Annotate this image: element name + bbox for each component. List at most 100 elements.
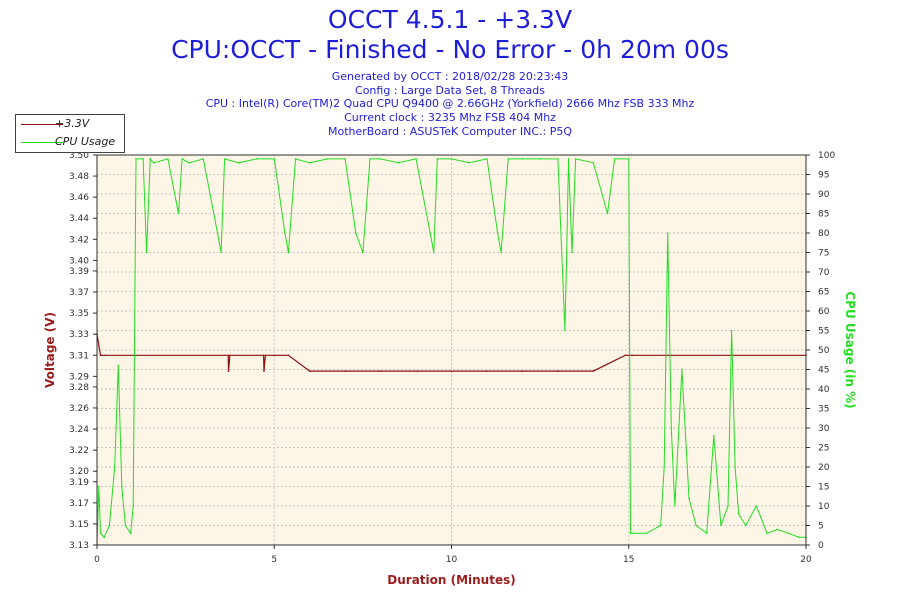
y-left-tick-label: 3.29 — [69, 372, 89, 382]
y-left-tick-label: 3.28 — [69, 383, 89, 393]
cpu-usage-point — [132, 505, 134, 507]
voltage-point — [103, 354, 105, 357]
cpu-usage-point — [695, 524, 697, 527]
x-axis-title: Duration (Minutes) — [387, 573, 515, 587]
y-right-tick-label: 45 — [818, 366, 829, 376]
y-left-tick-label: 3.33 — [69, 330, 89, 340]
cpu-usage-point — [567, 158, 570, 160]
y-left-tick-label: 3.31 — [69, 351, 89, 361]
legend-label-cpu-usage: CPU Usage — [55, 135, 116, 148]
x-tick-label: 5 — [271, 555, 277, 565]
y-left-tick-label: 3.44 — [69, 214, 89, 224]
y-left-axis-title: Voltage (V) — [43, 312, 57, 388]
cpu-usage-point — [564, 329, 566, 332]
cpu-usage-point — [238, 162, 240, 164]
legend-item-voltage: +3.3V — [16, 116, 124, 132]
x-tick-label: 20 — [800, 555, 812, 565]
cpu-usage-point — [142, 158, 144, 160]
y-left-tick-label: 3.24 — [69, 425, 89, 435]
y-right-axis-title: CPU Usage (in %) — [843, 291, 857, 408]
cpu-usage-point — [216, 232, 219, 234]
voltage-point — [379, 370, 382, 372]
y-right-tick-label: 25 — [818, 444, 829, 454]
y-left-tick-label: 3.20 — [69, 467, 89, 477]
voltage-point — [557, 370, 559, 372]
y-right-tick-label: 15 — [818, 483, 829, 493]
cpu-usage-point — [565, 251, 568, 254]
cpu-usage-point — [287, 251, 290, 254]
cpu-usage-point — [273, 158, 276, 160]
cpu-usage-point — [674, 505, 676, 507]
cpu-usage-point — [507, 158, 510, 160]
legend: +3.3V CPU Usage — [15, 114, 125, 153]
voltage-point — [344, 370, 346, 372]
cpu-usage-point — [108, 524, 111, 527]
cpu-usage-point — [145, 251, 148, 254]
cpu-usage-point — [627, 158, 630, 160]
y-right-tick-label: 100 — [818, 151, 835, 161]
cpu-usage-point — [557, 158, 559, 160]
legend-swatch-cpu-usage — [21, 142, 63, 143]
cpu-usage-point — [124, 524, 127, 527]
cpu-usage-point — [613, 158, 616, 160]
y-right-tick-label: 50 — [818, 346, 830, 356]
cpu-usage-point — [755, 505, 758, 507]
y-right-tick-label: 70 — [818, 268, 830, 278]
y-right-tick-label: 20 — [818, 463, 830, 473]
cpu-usage-point — [354, 232, 357, 234]
cpu-usage-point — [606, 212, 609, 215]
cpu-usage-point — [167, 158, 169, 160]
cpu-usage-point — [744, 524, 747, 527]
voltage-point — [627, 354, 630, 357]
cpu-usage-point — [663, 466, 665, 468]
y-left-tick-label: 3.15 — [69, 520, 89, 530]
y-right-tick-label: 5 — [818, 522, 824, 532]
cpu-usage-point — [645, 532, 648, 535]
cpu-usage-point — [432, 251, 435, 254]
y-right-tick-label: 35 — [818, 405, 829, 415]
voltage-point — [263, 370, 265, 372]
y-right-tick-label: 95 — [818, 171, 829, 181]
cpu-usage-point — [659, 524, 662, 527]
info-generated: Generated by OCCT : 2018/02/28 20:23:43 — [331, 70, 569, 83]
y-right-tick-label: 75 — [818, 249, 829, 259]
cpu-usage-point — [308, 162, 311, 164]
cpu-usage-point — [720, 524, 722, 527]
y-right-tick-label: 65 — [818, 288, 829, 298]
cpu-usage-point — [181, 158, 183, 160]
y-right-tick-label: 10 — [818, 502, 830, 512]
voltage-point — [273, 354, 276, 357]
info-clock: Current clock : 3235 Mhz FSB 404 Mhz — [344, 111, 556, 125]
cpu-usage-point — [631, 532, 634, 535]
cpu-usage-point — [670, 427, 673, 429]
voltage-point — [624, 354, 627, 357]
cpu-usage-point — [117, 364, 120, 367]
cpu-usage-point — [727, 505, 729, 507]
cpu-usage-point — [344, 158, 346, 160]
cpu-usage-point — [734, 466, 736, 468]
cpu-usage-point — [397, 162, 400, 164]
cpu-usage-point — [362, 251, 364, 254]
voltage-point — [287, 354, 290, 357]
y-right-tick-label: 80 — [818, 229, 830, 239]
voltage-point — [486, 370, 488, 372]
cpu-usage-point — [592, 162, 595, 164]
cpu-usage-point — [369, 158, 371, 160]
y-right-tick-label: 85 — [818, 210, 829, 220]
info-cpu: CPU : Intel(R) Core(TM)2 Quad CPU Q9400 … — [205, 97, 695, 111]
plot-area — [97, 155, 806, 545]
cpu-usage-point — [539, 158, 541, 160]
y-left-tick-label: 3.22 — [69, 446, 89, 456]
cpu-usage-point — [629, 532, 632, 535]
info-config: Config : Large Data Set, 8 Threads — [355, 83, 545, 97]
y-left-tick-label: 3.39 — [69, 267, 89, 277]
y-left-tick-label: 3.40 — [69, 256, 89, 266]
y-right-tick-label: 40 — [818, 385, 830, 395]
legend-label-voltage: +3.3V — [55, 117, 90, 130]
cpu-usage-point — [326, 158, 329, 160]
y-right-tick-label: 60 — [818, 307, 830, 317]
cpu-usage-point — [688, 497, 690, 500]
chart-title: OCCT 4.5.1 - +3.3V — [327, 5, 573, 34]
cpu-usage-point — [135, 158, 137, 160]
